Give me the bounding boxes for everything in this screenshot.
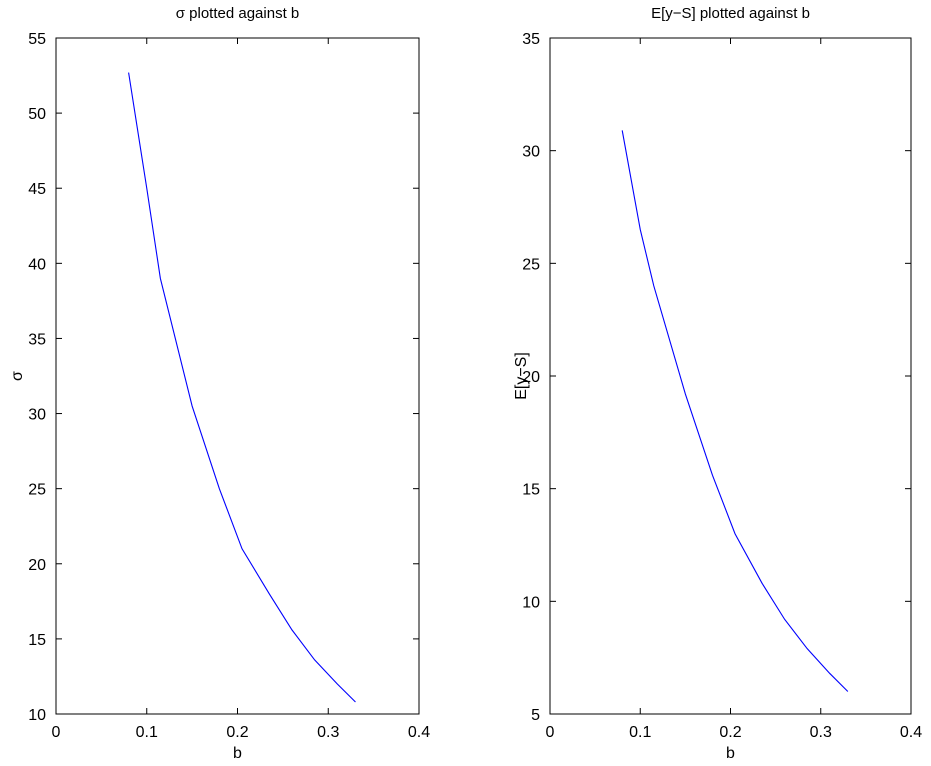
left-plot-frame	[55, 37, 420, 715]
left-y-tick-label: 40	[28, 256, 46, 273]
left-y-axis-label: σ	[9, 371, 26, 381]
left-x-axis-label: b	[233, 745, 242, 762]
left-y-tick-label: 25	[28, 482, 46, 499]
right-x-tick-labels: 0 0.1 0.2 0.3 0.4	[546, 724, 923, 741]
left-y-tick-labels: 10 15 20 25 30 35 40 45 50 55	[28, 31, 46, 724]
right-y-tick-labels: 5 10 15 20 25 30 35	[522, 31, 540, 724]
left-chart-panel: 0 0.1 0.2 0.3 0.4 10 15 20 25 30 35 40 45 50 55 σ plo…	[9, 5, 430, 762]
right-series-line	[621, 130, 849, 692]
left-y-tick-label: 10	[28, 707, 46, 724]
right-y-tick-label: 5	[531, 707, 540, 724]
right-y-tick-label: 25	[522, 256, 540, 273]
left-x-tick-labels: 0 0.1 0.2 0.3 0.4	[52, 724, 431, 741]
right-x-tick-label: 0.4	[900, 724, 922, 741]
right-x-axis-label: b	[726, 745, 735, 762]
right-x-tick-label: 0.1	[629, 724, 651, 741]
right-y-axis-label: E[y−S]	[513, 352, 530, 400]
right-y-tick-label: 20	[522, 369, 540, 386]
right-x-tick-label: 0.3	[810, 724, 832, 741]
right-y-tick-label: 15	[522, 482, 540, 499]
right-chart-title: E[y−S] plotted against b	[651, 5, 810, 22]
left-y-tick-label: 20	[28, 557, 46, 574]
right-y-tick-label: 10	[522, 594, 540, 611]
left-ticks	[55, 37, 420, 715]
left-series-line	[128, 72, 356, 703]
right-y-tick-label: 30	[522, 144, 540, 161]
right-chart-panel: 0 0.1 0.2 0.3 0.4 5 10 15 20 25 30 35 E[y−S] plott…	[513, 5, 922, 762]
left-x-tick-label: 0	[52, 724, 61, 741]
left-y-tick-label: 15	[28, 632, 46, 649]
left-y-tick-label: 55	[28, 31, 46, 48]
left-y-tick-label: 50	[28, 106, 46, 123]
right-x-tick-label: 0.2	[719, 724, 741, 741]
right-x-tick-label: 0	[546, 724, 555, 741]
right-plot-frame	[549, 37, 912, 715]
left-y-tick-label: 35	[28, 331, 46, 348]
left-x-tick-label: 0.1	[136, 724, 158, 741]
left-x-tick-label: 0.4	[408, 724, 430, 741]
right-y-tick-label: 35	[522, 31, 540, 48]
left-x-tick-label: 0.2	[226, 724, 248, 741]
left-chart-title: σ plotted against b	[176, 5, 300, 22]
right-ticks	[549, 37, 912, 715]
left-x-tick-label: 0.3	[317, 724, 339, 741]
left-y-tick-label: 45	[28, 181, 46, 198]
left-y-tick-label: 30	[28, 407, 46, 424]
